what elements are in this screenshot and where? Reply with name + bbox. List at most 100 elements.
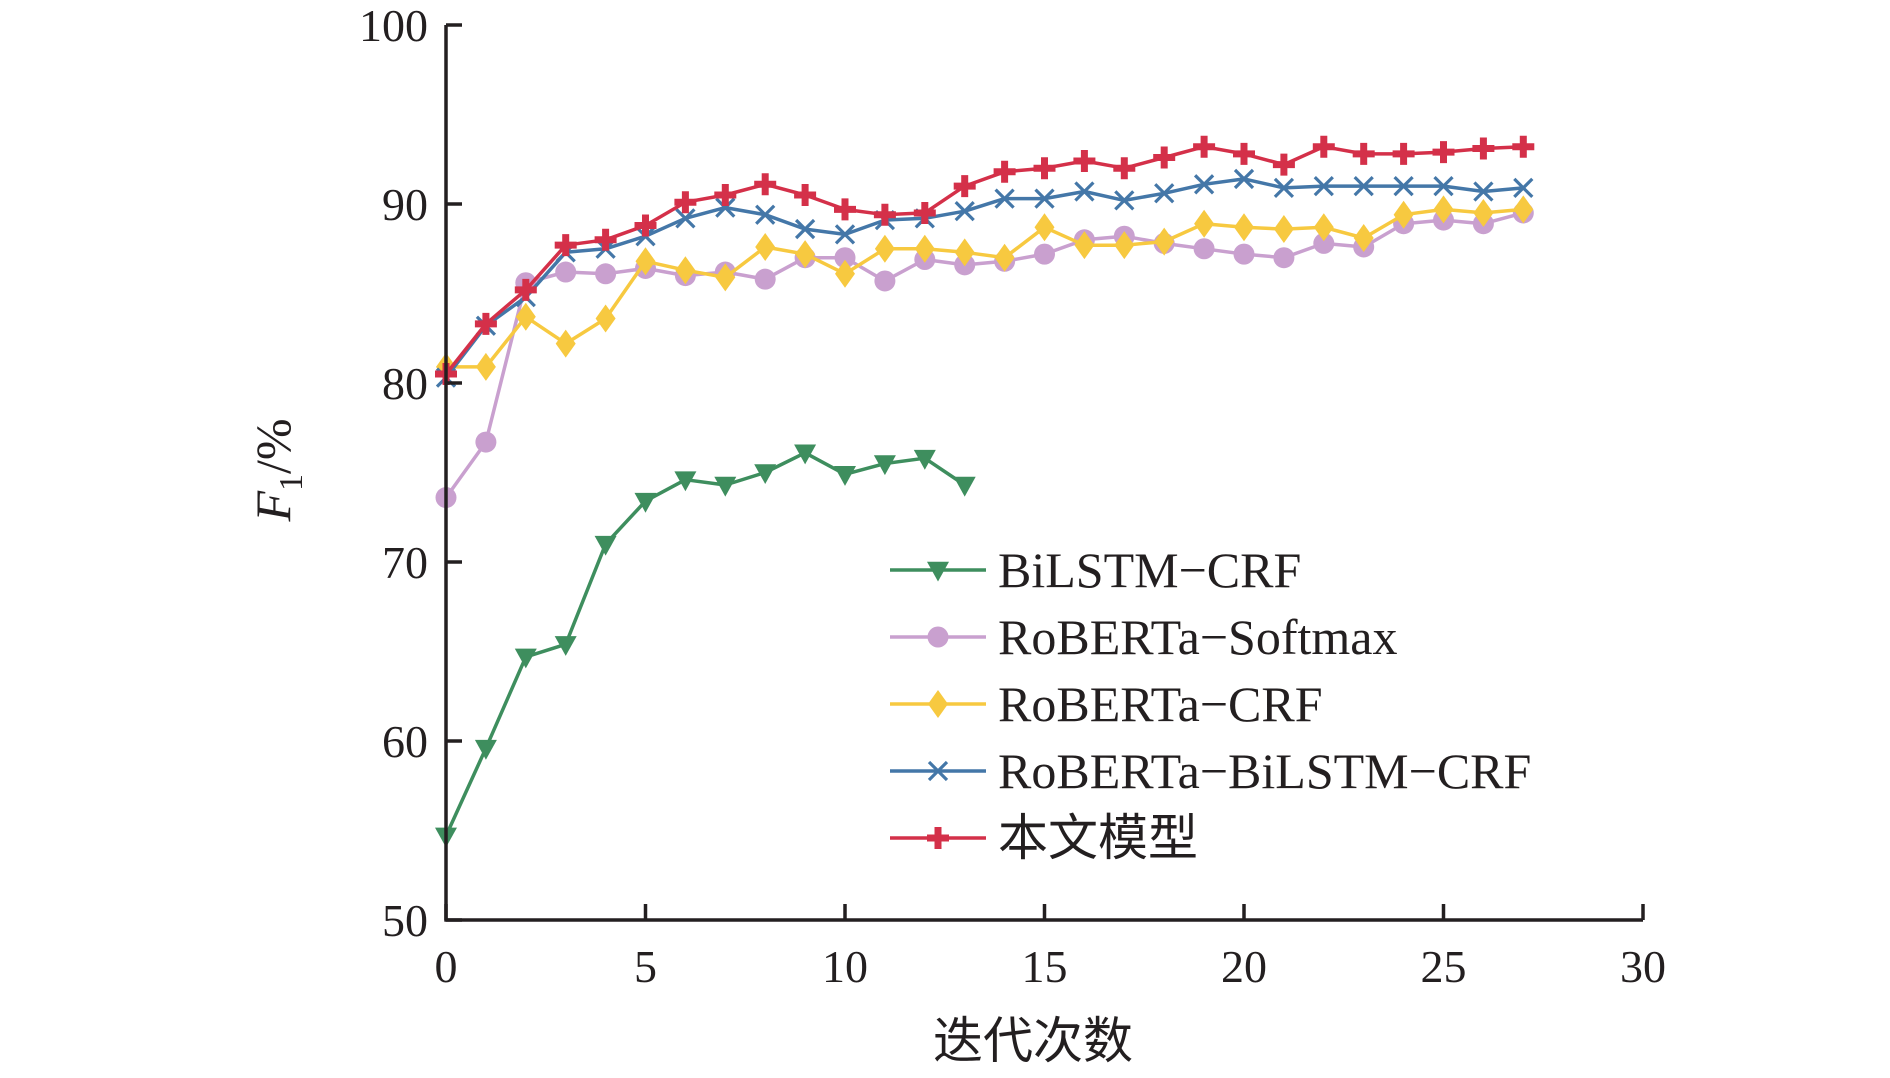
data-point-roberta-bilstm-crf: [1433, 175, 1454, 197]
data-point-series-4: [1073, 150, 1096, 173]
data-point-series-4: [514, 278, 537, 301]
legend-label: RoBERTa−Softmax: [998, 609, 1397, 665]
data-point-roberta-bilstm-crf: [954, 201, 975, 222]
data-point-bilstm-crf: [873, 455, 896, 476]
data-point-series-4: [1352, 142, 1375, 165]
data-point-roberta-bilstm-crf: [1034, 188, 1055, 209]
series-line-series-4: [444, 144, 1524, 376]
y-tick-label: 70: [382, 537, 428, 588]
data-point-roberta-bilstm-crf: [1114, 190, 1135, 211]
data-point-roberta-crf: [1353, 224, 1374, 253]
data-point-roberta-bilstm-crf: [755, 204, 776, 225]
data-point-roberta-bilstm-crf: [1473, 181, 1494, 202]
series-line-roberta-crf: [446, 207, 1524, 369]
data-point-roberta-crf: [1273, 215, 1294, 244]
y-axis-title-var: F: [245, 491, 301, 523]
data-point-series-4: [834, 198, 856, 221]
data-point-series-4: [1153, 146, 1176, 169]
data-point-bilstm-crf: [634, 492, 657, 513]
data-point-roberta-softmax: [1193, 238, 1215, 260]
data-point-bilstm-crf: [913, 449, 936, 470]
y-tick-label: 80: [382, 358, 428, 409]
data-point-series-4: [873, 203, 896, 226]
data-point-roberta-softmax: [555, 261, 577, 283]
data-point-series-4: [1432, 141, 1455, 164]
data-point-roberta-crf: [1074, 231, 1095, 260]
axes: 50 60 70 80 90 100 0 5 10 15 20 25 30: [359, 0, 1666, 992]
legend-marker: [927, 760, 949, 782]
x-tick-label: 25: [1421, 941, 1467, 992]
data-point-series-4: [1113, 157, 1136, 180]
data-point-roberta-crf: [1473, 198, 1494, 227]
data-point-roberta-bilstm-crf: [1233, 168, 1255, 190]
series-series-4: [435, 135, 1535, 386]
data-point-series-4: [1472, 137, 1495, 160]
data-point-bilstm-crf: [474, 739, 497, 760]
data-point-series-4: [1512, 135, 1535, 158]
data-point-roberta-crf: [715, 263, 736, 292]
data-point-roberta-bilstm-crf: [1393, 175, 1414, 197]
y-tick-label: 100: [359, 0, 428, 51]
data-point-roberta-crf: [994, 243, 1015, 272]
data-point-roberta-crf: [795, 240, 816, 269]
data-point-roberta-bilstm-crf: [834, 224, 856, 245]
x-tick-label: 10: [822, 941, 868, 992]
data-point-roberta-bilstm-crf: [675, 208, 696, 229]
series-line-roberta-bilstm-crf: [444, 177, 1524, 379]
data-point-roberta-crf: [954, 238, 975, 267]
data-point-bilstm-crf: [714, 476, 737, 497]
legend-marker: [927, 626, 949, 648]
legend-entry-series-4: 本文模型: [890, 810, 1198, 866]
data-point-bilstm-crf: [674, 471, 697, 492]
data-point-bilstm-crf: [594, 535, 617, 556]
y-tick-label: 50: [382, 895, 428, 946]
legend-entry-roberta-crf: RoBERTa−CRF: [890, 676, 1323, 732]
data-point-roberta-bilstm-crf: [1513, 177, 1534, 199]
data-point-roberta-crf: [515, 302, 536, 331]
data-point-roberta-crf: [1034, 213, 1055, 242]
series-line-roberta-softmax: [444, 211, 1524, 499]
data-point-roberta-crf: [1154, 227, 1175, 256]
data-point-series-4: [993, 160, 1016, 183]
data-point-series-4: [794, 184, 817, 207]
data-point-roberta-crf: [1513, 195, 1534, 224]
data-point-bilstm-crf: [754, 464, 777, 485]
data-point-bilstm-crf: [953, 476, 976, 497]
data-point-roberta-bilstm-crf: [1074, 181, 1095, 202]
y-tick-label: 60: [382, 716, 428, 767]
data-point-roberta-crf: [1393, 200, 1414, 229]
data-point-series-4: [714, 184, 737, 207]
data-point-roberta-crf: [475, 352, 496, 381]
data-point-series-4: [474, 312, 497, 335]
legend-label: RoBERTa−BiLSTM−CRF: [998, 743, 1531, 799]
data-point-roberta-bilstm-crf: [1273, 177, 1295, 199]
series-roberta-bilstm-crf: [435, 168, 1534, 388]
data-point-roberta-crf: [1234, 213, 1254, 242]
data-point-bilstm-crf: [554, 636, 577, 656]
x-tick-label: 15: [1022, 941, 1068, 992]
data-point-series-4: [1233, 142, 1255, 165]
data-point-bilstm-crf: [514, 648, 537, 669]
data-point-roberta-softmax: [475, 431, 497, 453]
data-point-roberta-crf: [1114, 231, 1135, 260]
series-line-bilstm-crf: [444, 451, 966, 837]
data-point-roberta-softmax: [1313, 232, 1335, 254]
data-point-roberta-bilstm-crf: [1193, 174, 1215, 195]
data-point-series-4: [754, 173, 777, 196]
data-point-roberta-crf: [1433, 195, 1454, 224]
data-point-series-4: [1392, 142, 1415, 165]
legend-label: RoBERTa−CRF: [998, 676, 1323, 732]
data-point-roberta-crf: [914, 234, 935, 263]
data-point-roberta-crf: [675, 256, 696, 285]
y-axis-title-sub: 1: [273, 474, 310, 491]
data-point-roberta-crf: [835, 259, 855, 288]
data-point-series-4: [594, 228, 617, 251]
y-tick-label: 90: [382, 179, 428, 230]
data-point-roberta-bilstm-crf: [794, 218, 816, 240]
data-point-roberta-crf: [1313, 213, 1334, 242]
data-point-series-4: [634, 214, 657, 237]
data-point-roberta-softmax: [874, 270, 896, 292]
data-point-roberta-bilstm-crf: [715, 197, 736, 218]
data-point-bilstm-crf: [834, 466, 856, 486]
y-axis-title-suffix: /%: [245, 418, 301, 474]
